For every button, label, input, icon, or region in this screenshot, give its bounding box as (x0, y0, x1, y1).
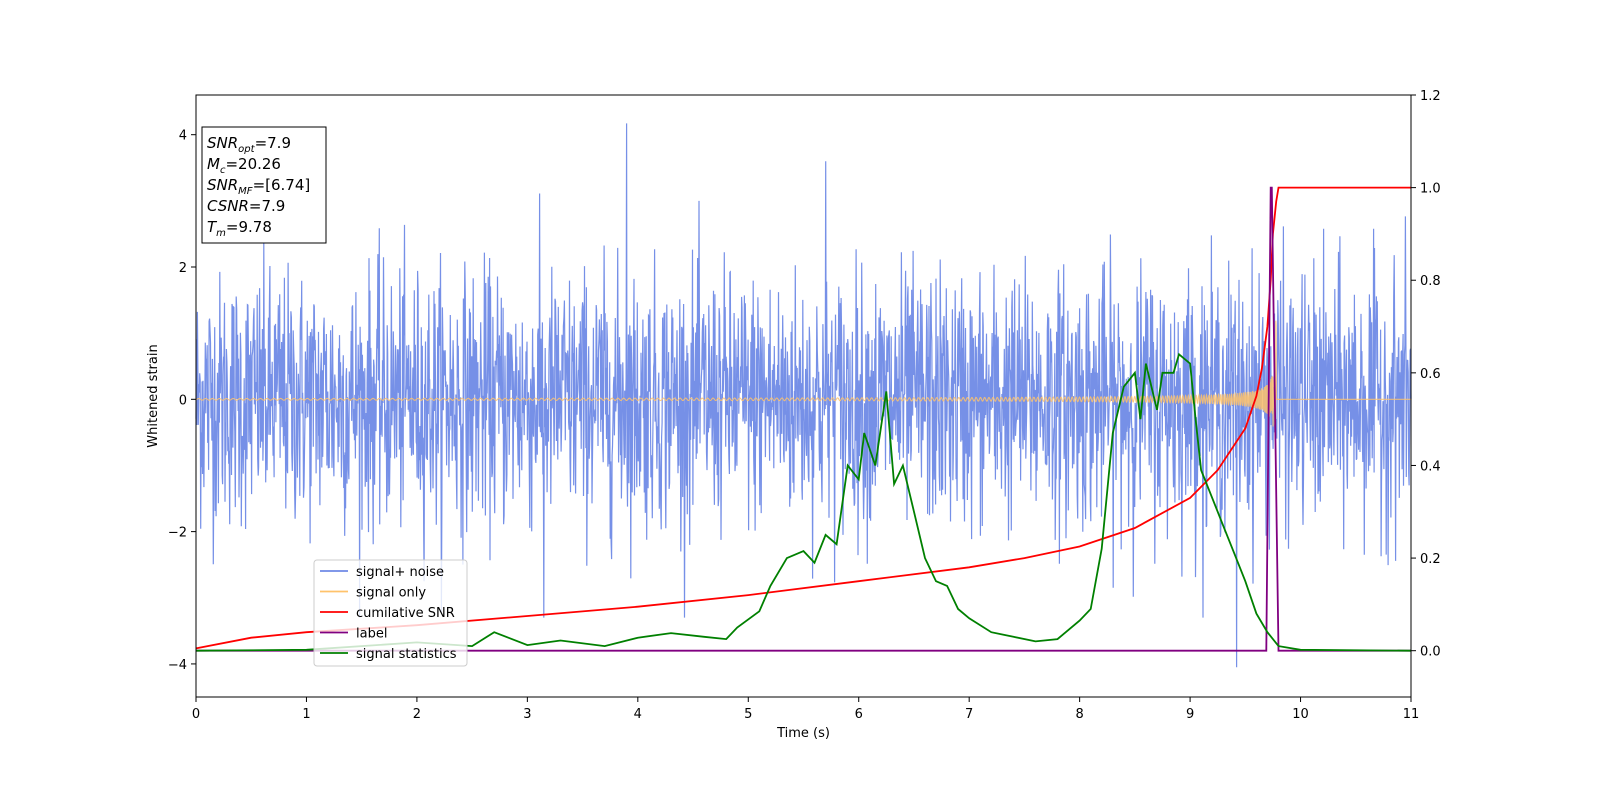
x-axis-label: Time (s) (776, 726, 830, 741)
y-left-tick-label: 2 (179, 261, 187, 276)
y-right-tick-label: 0.8 (1420, 274, 1441, 289)
series-cumilative-snr (195, 186, 1411, 650)
legend-label: signal only (356, 586, 426, 601)
annotation-line: Tm=9.78 (207, 218, 272, 239)
y-right-tick-label: 0.6 (1420, 367, 1441, 382)
series-signal-only (195, 320, 1411, 438)
x-tick-label: 7 (965, 707, 973, 722)
series-signal-statistics (195, 352, 1412, 652)
legend-label: signal+ noise (356, 565, 444, 580)
y-left-tick-label: 4 (179, 129, 187, 144)
legend-label: cumilative SNR (356, 606, 455, 621)
legend: signal+ noise signal only cumilative SNR la… (313, 559, 468, 667)
x-tick-label: 11 (1403, 707, 1420, 722)
x-tick-label: 0 (192, 707, 200, 722)
y-right-tick-label: 0.4 (1420, 459, 1441, 474)
annotation-frame (201, 126, 327, 244)
legend-box (313, 559, 468, 667)
x-tick-label: 9 (1186, 707, 1194, 722)
x-tick-label: 3 (523, 707, 531, 722)
annotation-line: SNRopt=7.9 (207, 134, 291, 155)
x-tick-label: 4 (634, 707, 642, 722)
legend-label: label (356, 627, 387, 642)
x-tick-label: 6 (855, 707, 863, 722)
x-tick-label: 10 (1292, 707, 1309, 722)
x-tick-label: 2 (413, 707, 421, 722)
y-right-tick-label: 1.0 (1420, 182, 1441, 197)
annotation-line: Mc=20.26 (207, 155, 281, 176)
y-right-tick-label: 1.2 (1420, 89, 1441, 104)
axes-layer: 0 1 2 3 4 5 6 7 8 9 10 11 −4 −2 0 2 4 0.0 0.2 0.4 0.6 0.8 1.0 1… (168, 89, 1441, 722)
y-left-tick-label: −4 (168, 658, 187, 673)
series-signal-noise (195, 123, 1412, 668)
legend-label: signal statistics (356, 647, 457, 662)
y-axis-label: Whitened strain (146, 344, 161, 447)
y-right-tick-label: 0.2 (1420, 552, 1441, 567)
series-layer (195, 123, 1412, 668)
x-tick-label: 8 (1075, 707, 1083, 722)
annotation-line: SNRMF=[6.74] (207, 176, 310, 197)
plot-frame (195, 94, 1412, 698)
y-left-tick-label: −2 (168, 526, 187, 541)
x-tick-label: 1 (302, 707, 310, 722)
x-tick-label: 5 (744, 707, 752, 722)
y-right-tick-label: 0.0 (1420, 645, 1441, 660)
y-left-tick-label: 0 (179, 393, 187, 408)
annotation-line: CSNR=7.9 (207, 197, 285, 215)
